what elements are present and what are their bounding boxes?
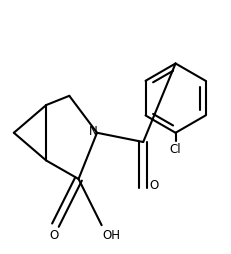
Text: O: O [149, 179, 158, 193]
Text: OH: OH [103, 229, 121, 242]
Text: Cl: Cl [170, 143, 181, 156]
Text: O: O [50, 229, 59, 242]
Text: N: N [89, 125, 98, 138]
